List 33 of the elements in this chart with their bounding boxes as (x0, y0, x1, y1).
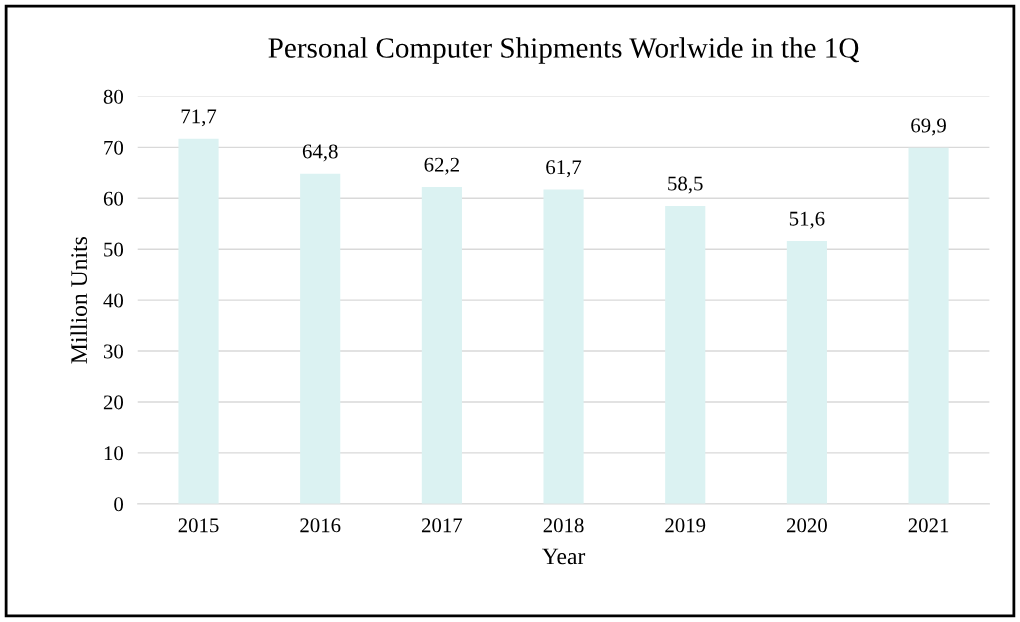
data-label: 69,9 (911, 118, 946, 136)
bar (300, 173, 341, 504)
data-label: 58,5 (668, 176, 703, 194)
bar (908, 147, 949, 504)
bar (421, 187, 462, 504)
data-label: 51,6 (789, 211, 825, 229)
x-axis-title: Year (542, 548, 586, 565)
data-label: 61,7 (546, 160, 582, 178)
y-axis-title: Million Units (70, 237, 88, 364)
x-tick-label: 2020 (786, 518, 827, 533)
y-tick-label: 80 (103, 89, 124, 104)
x-tick-label: 2015 (178, 518, 219, 533)
y-tick-label: 70 (104, 140, 124, 155)
bar (786, 241, 827, 504)
bar (543, 189, 584, 504)
bar (665, 205, 706, 504)
data-label: 62,2 (424, 157, 459, 175)
y-tick-label: 0 (114, 497, 124, 512)
data-label: 71,7 (181, 109, 217, 127)
x-tick-label: 2017 (421, 518, 463, 533)
data-label: 64,8 (302, 144, 338, 162)
y-tick-label: 30 (103, 344, 124, 359)
y-tick-label: 10 (104, 446, 124, 461)
y-tick-label: 40 (103, 293, 124, 308)
x-tick-label: 2021 (908, 518, 949, 533)
chart-title: Personal Computer Shipments Worlwide in the 1Q (268, 37, 859, 64)
bar (178, 138, 219, 504)
y-tick-label: 60 (103, 191, 124, 206)
x-tick-label: 2018 (543, 518, 584, 533)
y-tick-label: 20 (103, 395, 124, 410)
x-tick-label: 2019 (665, 518, 706, 533)
x-tick-label: 2016 (300, 518, 341, 533)
y-tick-label: 50 (104, 242, 124, 257)
